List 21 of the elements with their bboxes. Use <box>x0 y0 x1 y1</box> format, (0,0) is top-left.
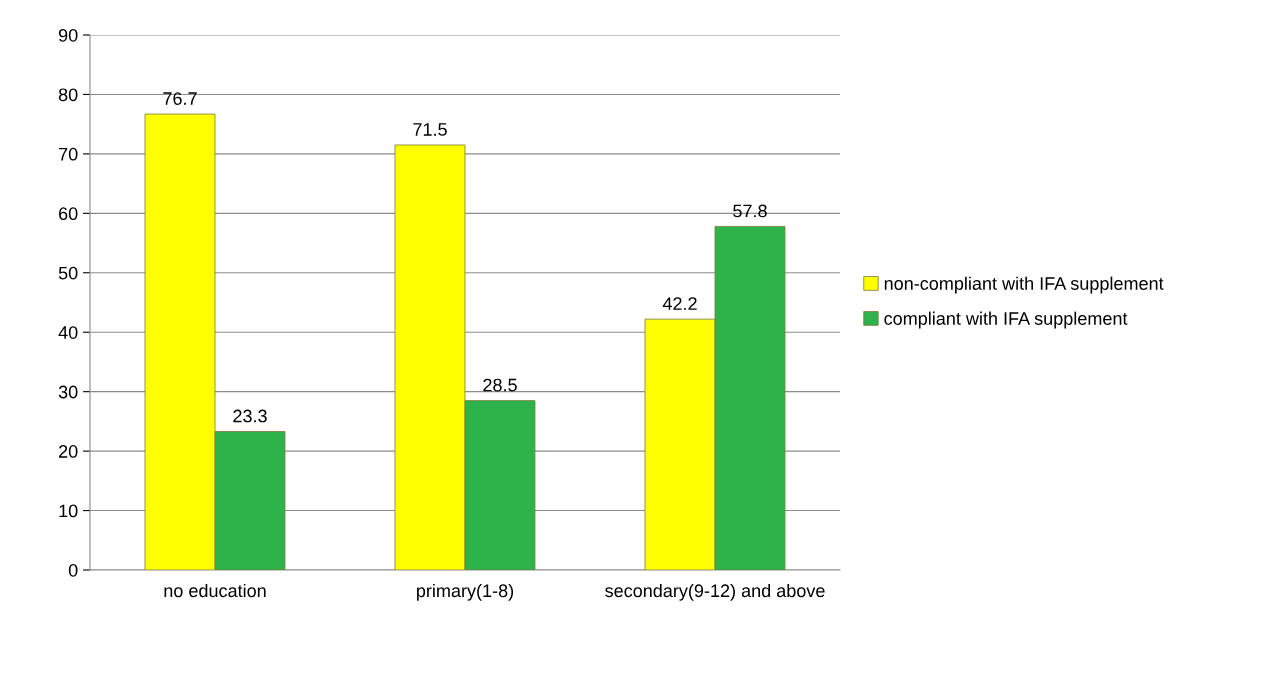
y-tick-label: 90 <box>58 28 78 42</box>
data-label: 23.3 <box>233 409 267 423</box>
y-tick-label: 70 <box>59 147 78 161</box>
y-tick-label: 20 <box>59 445 78 458</box>
data-label: 42.2 <box>662 297 697 310</box>
data-label: 76.7 <box>163 92 197 105</box>
y-tick-label: 40 <box>58 326 78 339</box>
y-tick-label: 50 <box>58 266 78 280</box>
x-tick-label: no education <box>164 583 266 598</box>
data-label: 71.5 <box>413 123 447 136</box>
x-tick-label: secondary(9-12) and above <box>605 583 825 601</box>
legend-label: compliant with IFA supplement <box>884 311 1128 329</box>
y-tick-label: 80 <box>58 88 78 102</box>
y-tick-label: 30 <box>58 385 78 399</box>
data-label: 28.5 <box>483 378 517 392</box>
y-tick-label: 10 <box>59 504 78 518</box>
y-tick-label: 0 <box>68 563 78 577</box>
legend-label: non-compliant with IFA supplement <box>884 276 1164 294</box>
y-tick-label: 60 <box>59 207 78 221</box>
x-tick-label: primary(1-8) <box>417 583 514 601</box>
data-label: 57.8 <box>733 204 767 218</box>
